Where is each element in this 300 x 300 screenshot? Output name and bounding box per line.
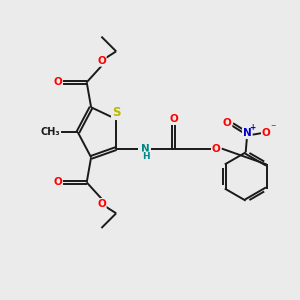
Text: N: N (141, 143, 150, 154)
Text: O: O (212, 143, 220, 154)
Text: N: N (243, 128, 251, 138)
Text: O: O (223, 118, 232, 128)
Text: S: S (112, 106, 120, 119)
Text: CH₃: CH₃ (41, 127, 60, 137)
Text: O: O (97, 199, 106, 209)
Text: O: O (97, 56, 106, 66)
Text: ⁻: ⁻ (270, 123, 275, 133)
Text: O: O (53, 177, 62, 188)
Text: O: O (169, 114, 178, 124)
Text: H: H (142, 152, 149, 161)
Text: O: O (53, 77, 62, 87)
Text: +: + (249, 123, 256, 132)
Text: O: O (262, 128, 271, 138)
